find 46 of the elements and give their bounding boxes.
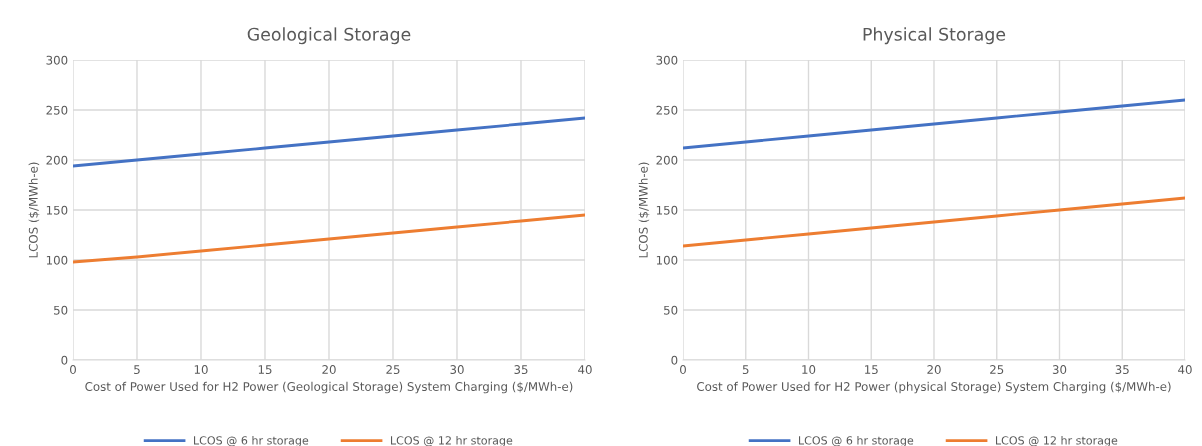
line-series (683, 196, 1185, 248)
legend-label: LCOS @ 6 hr storage (799, 436, 914, 446)
x-tick-label: 10 (802, 365, 816, 374)
chart-title: Geological Storage (247, 27, 411, 45)
x-tick-label: 40 (1178, 365, 1192, 374)
x-tick-label: 25 (386, 365, 400, 374)
y-tick-label: 200 (656, 155, 678, 165)
y-tick-label: 150 (656, 205, 678, 215)
y-tick-label: 250 (656, 105, 678, 115)
line-series (73, 213, 585, 264)
y-tick-label: 100 (46, 255, 68, 265)
x-tick-label: 10 (194, 365, 208, 374)
x-tick-label: 20 (322, 365, 336, 374)
x-tick-label: 20 (927, 365, 941, 374)
y-axis-title: LCOS ($/MWh-e) (638, 162, 650, 258)
x-tick-label: 0 (680, 365, 686, 374)
x-tick-label: 15 (865, 365, 878, 374)
legend-label: LCOS @ 12 hr storage (996, 436, 1118, 446)
chart-title: Physical Storage (863, 27, 1006, 45)
y-axis-title: LCOS ($/MWh-e) (28, 162, 40, 258)
y-tick-label: 100 (656, 255, 678, 265)
x-tick-label: 35 (514, 365, 528, 374)
x-tick-label: 5 (134, 365, 140, 374)
line-series (73, 116, 585, 168)
y-tick-label: 0 (671, 355, 678, 365)
x-axis-title: Cost of Power Used for H2 Power (physical Storage) System Charging ($/MWh-e) (697, 381, 1171, 394)
x-tick-label: 40 (578, 365, 592, 374)
x-tick-label: 0 (70, 365, 76, 374)
x-axis-title: Cost of Power Used for H2 Power (Geological Storage) System Charging ($/MWh-e) (85, 381, 573, 394)
y-tick-label: 50 (54, 305, 68, 315)
legend-label: LCOS @ 6 hr storage (194, 436, 309, 446)
y-tick-label: 200 (46, 155, 68, 165)
x-tick-label: 30 (450, 365, 464, 374)
y-tick-label: 300 (656, 55, 678, 65)
y-tick-label: 250 (46, 105, 68, 115)
y-tick-label: 300 (46, 55, 68, 65)
y-tick-label: 0 (61, 355, 68, 365)
x-tick-label: 35 (1115, 365, 1129, 374)
legend-label: LCOS @ 12 hr storage (391, 436, 513, 446)
x-tick-label: 30 (1052, 365, 1067, 374)
y-tick-label: 150 (46, 205, 68, 215)
line-series (683, 98, 1185, 150)
x-tick-label: 15 (258, 365, 272, 374)
y-tick-label: 50 (664, 305, 678, 315)
x-tick-label: 25 (990, 365, 1004, 374)
x-tick-label: 5 (742, 365, 749, 374)
